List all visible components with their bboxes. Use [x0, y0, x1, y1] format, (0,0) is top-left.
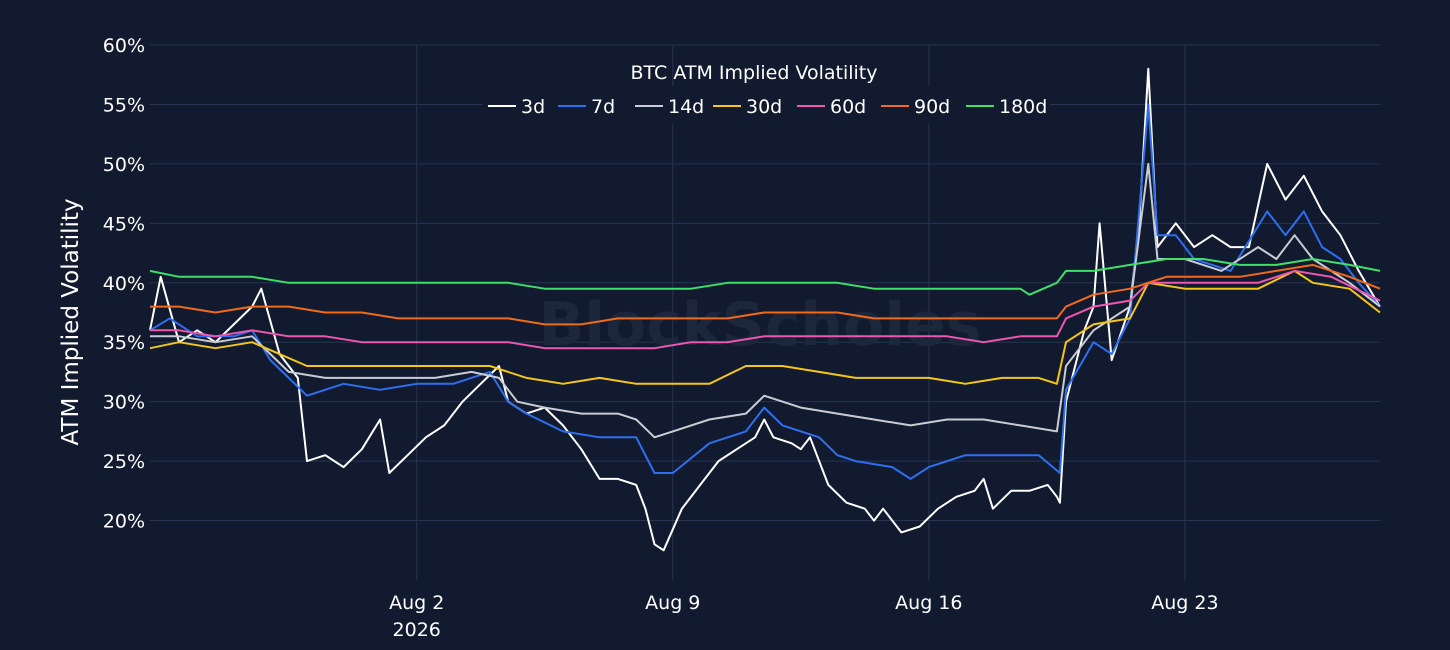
legend-item-30d[interactable]: 30d — [713, 96, 782, 118]
x-axis: Aug 2 2026 Aug 9 Aug 16 Aug 23 — [389, 592, 1218, 641]
legend-label: 90d — [914, 96, 950, 118]
watermark: BlockScholes — [539, 290, 982, 360]
x-tick-label: Aug 23 — [1151, 592, 1218, 614]
series-line-14d — [150, 162, 1381, 439]
legend-label: 14d — [668, 96, 704, 118]
series-line-60d — [150, 269, 1381, 350]
legend-item-60d[interactable]: 60d — [797, 96, 866, 118]
legend-item-7d[interactable]: 7d — [558, 96, 615, 118]
y-axis-title: ATM Implied Volatility — [58, 198, 84, 445]
chart-title: BTC ATM Implied Volatility — [631, 62, 878, 84]
legend-item-180d[interactable]: 180d — [966, 96, 1047, 118]
series-line-90d — [150, 263, 1381, 326]
series-line-7d — [149, 103, 1381, 480]
x-tick-label: Aug 9 — [645, 592, 700, 614]
series-lines — [149, 67, 1381, 552]
y-axis: 20% 25% 30% 35% 40% 45% 50% 55% 60% — [103, 35, 145, 533]
series-line-3d — [149, 67, 1381, 552]
legend-label: 180d — [999, 96, 1047, 118]
legend-label: 3d — [521, 96, 545, 118]
x-tick-sublabel: 2026 — [393, 619, 441, 641]
legend-label: 7d — [591, 96, 615, 118]
y-tick-label: 30% — [103, 392, 145, 414]
y-tick-label: 50% — [103, 154, 145, 176]
series-line-30d — [149, 269, 1381, 385]
y-tick-label: 40% — [103, 273, 145, 295]
series-line-180d — [149, 258, 1381, 296]
x-tick-label: Aug 2 — [389, 592, 444, 614]
legend-item-14d[interactable]: 14d — [635, 96, 704, 118]
legend-label: 60d — [830, 96, 866, 118]
y-tick-label: 60% — [103, 35, 145, 57]
y-tick-label: 35% — [103, 332, 145, 354]
y-tick-label: 45% — [103, 213, 145, 235]
legend[interactable]: 3d 7d 14d 30d 60d 90d 180d — [488, 96, 1047, 118]
y-tick-label: 25% — [103, 451, 145, 473]
y-tick-label: 20% — [103, 511, 145, 533]
legend-item-90d[interactable]: 90d — [881, 96, 950, 118]
legend-label: 30d — [746, 96, 782, 118]
legend-item-3d[interactable]: 3d — [488, 96, 545, 118]
y-tick-label: 55% — [103, 94, 145, 116]
x-tick-label: Aug 16 — [895, 592, 962, 614]
